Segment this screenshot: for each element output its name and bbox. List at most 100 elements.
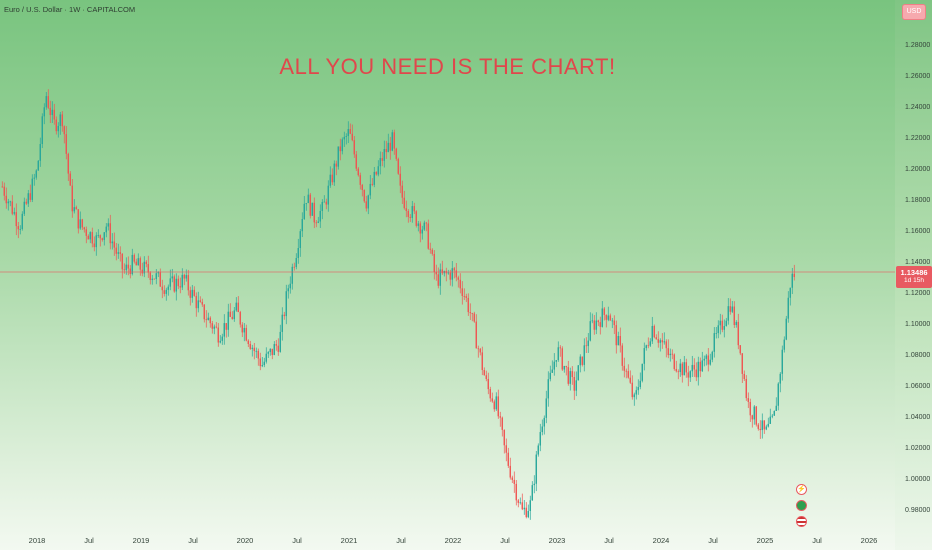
x-tick-label: Jul xyxy=(604,536,614,545)
candle-body xyxy=(727,306,729,321)
candle-body xyxy=(623,365,625,371)
candle-body xyxy=(75,207,77,210)
candle-body xyxy=(291,266,293,284)
candle-body xyxy=(487,378,489,390)
chart-area[interactable] xyxy=(0,0,895,550)
candle-body xyxy=(659,340,661,343)
candle-body xyxy=(407,210,409,217)
candle-body xyxy=(421,229,423,234)
candle-body xyxy=(673,354,675,370)
candle-body xyxy=(349,129,351,134)
candle-body xyxy=(307,194,309,204)
candle-body xyxy=(183,274,185,279)
candle-body xyxy=(397,158,399,174)
candle-body xyxy=(55,119,57,132)
candle-body xyxy=(61,114,63,127)
candle-body xyxy=(519,502,521,504)
candle-body xyxy=(343,136,345,140)
candle-body xyxy=(65,134,67,154)
candle-body xyxy=(265,353,267,362)
candle-body xyxy=(713,333,715,352)
candle-body xyxy=(267,352,269,354)
candle-body xyxy=(721,320,723,330)
candle-body xyxy=(103,232,105,240)
candle-body xyxy=(335,163,337,167)
candle-body xyxy=(675,369,677,372)
candle-body xyxy=(419,223,421,234)
last-price-tag: 1.13486 1d 15h xyxy=(896,265,932,288)
candle-body xyxy=(527,510,529,518)
candle-body xyxy=(611,320,613,322)
candle-body xyxy=(27,193,29,204)
currency-button[interactable]: USD xyxy=(902,4,926,20)
x-tick-label: 2024 xyxy=(652,536,670,545)
candle-body xyxy=(95,235,97,248)
candle-body xyxy=(125,264,127,271)
candle-body xyxy=(687,372,689,378)
candle-body xyxy=(567,367,569,384)
candle-body xyxy=(653,325,655,338)
candle-body xyxy=(121,253,123,270)
candle-body xyxy=(521,502,523,510)
candle-body xyxy=(411,206,413,218)
candle-body xyxy=(701,360,703,372)
candle-body xyxy=(67,153,69,174)
candle-body xyxy=(19,229,21,230)
candle-body xyxy=(43,107,45,117)
candle-body xyxy=(91,232,93,244)
candle-body xyxy=(651,325,653,342)
candle-body xyxy=(341,139,343,152)
candle-body xyxy=(377,166,379,175)
candle-body xyxy=(93,243,95,248)
candle-body xyxy=(249,343,251,349)
candle-body xyxy=(369,183,371,196)
candle-body xyxy=(29,193,31,200)
candle-body xyxy=(491,398,493,402)
candle-body xyxy=(131,254,133,275)
candle-body xyxy=(7,201,9,204)
candle-body xyxy=(529,500,531,511)
candle-body xyxy=(657,339,659,343)
candle-body xyxy=(285,291,287,317)
candle-body xyxy=(73,207,75,212)
candle-body xyxy=(505,445,507,453)
candle-body xyxy=(417,223,419,226)
candle-body xyxy=(579,356,581,366)
candle-body xyxy=(221,336,223,341)
candle-body xyxy=(119,252,121,254)
candle-body xyxy=(115,247,117,254)
candle-body xyxy=(669,353,671,356)
candle-body xyxy=(405,208,407,211)
symbol-label[interactable]: Euro / U.S. Dollar · 1W · CAPITALCOM xyxy=(4,5,136,14)
candle-body xyxy=(105,226,107,233)
candle-body xyxy=(135,261,137,266)
candle-body xyxy=(257,350,259,359)
candle-body xyxy=(517,500,519,503)
candle-body xyxy=(507,452,509,466)
candle-body xyxy=(107,223,109,227)
x-tick-label: 2025 xyxy=(756,536,774,545)
candle-body xyxy=(769,416,771,424)
candle-body xyxy=(47,96,49,108)
candle-body xyxy=(765,426,767,430)
flash-icon[interactable]: ⚡ xyxy=(796,484,807,495)
candle-body xyxy=(767,423,769,427)
candle-body xyxy=(137,258,139,266)
us-flag-icon[interactable] xyxy=(796,516,807,527)
candle-body xyxy=(593,320,595,330)
bar-countdown: 1d 15h xyxy=(904,276,924,284)
candle-body xyxy=(113,241,115,248)
candle-body xyxy=(785,318,787,340)
candlestick-plot[interactable] xyxy=(0,0,895,550)
globe-icon[interactable] xyxy=(796,500,807,511)
candle-body xyxy=(569,371,571,384)
candle-body xyxy=(311,202,313,216)
candle-body xyxy=(231,316,233,320)
x-tick-label: 2023 xyxy=(548,536,566,545)
x-tick-label: Jul xyxy=(708,536,718,545)
candle-body xyxy=(679,363,681,373)
candle-body xyxy=(293,266,295,268)
candle-body xyxy=(629,377,631,383)
candle-body xyxy=(403,197,405,209)
candle-body xyxy=(155,273,157,280)
